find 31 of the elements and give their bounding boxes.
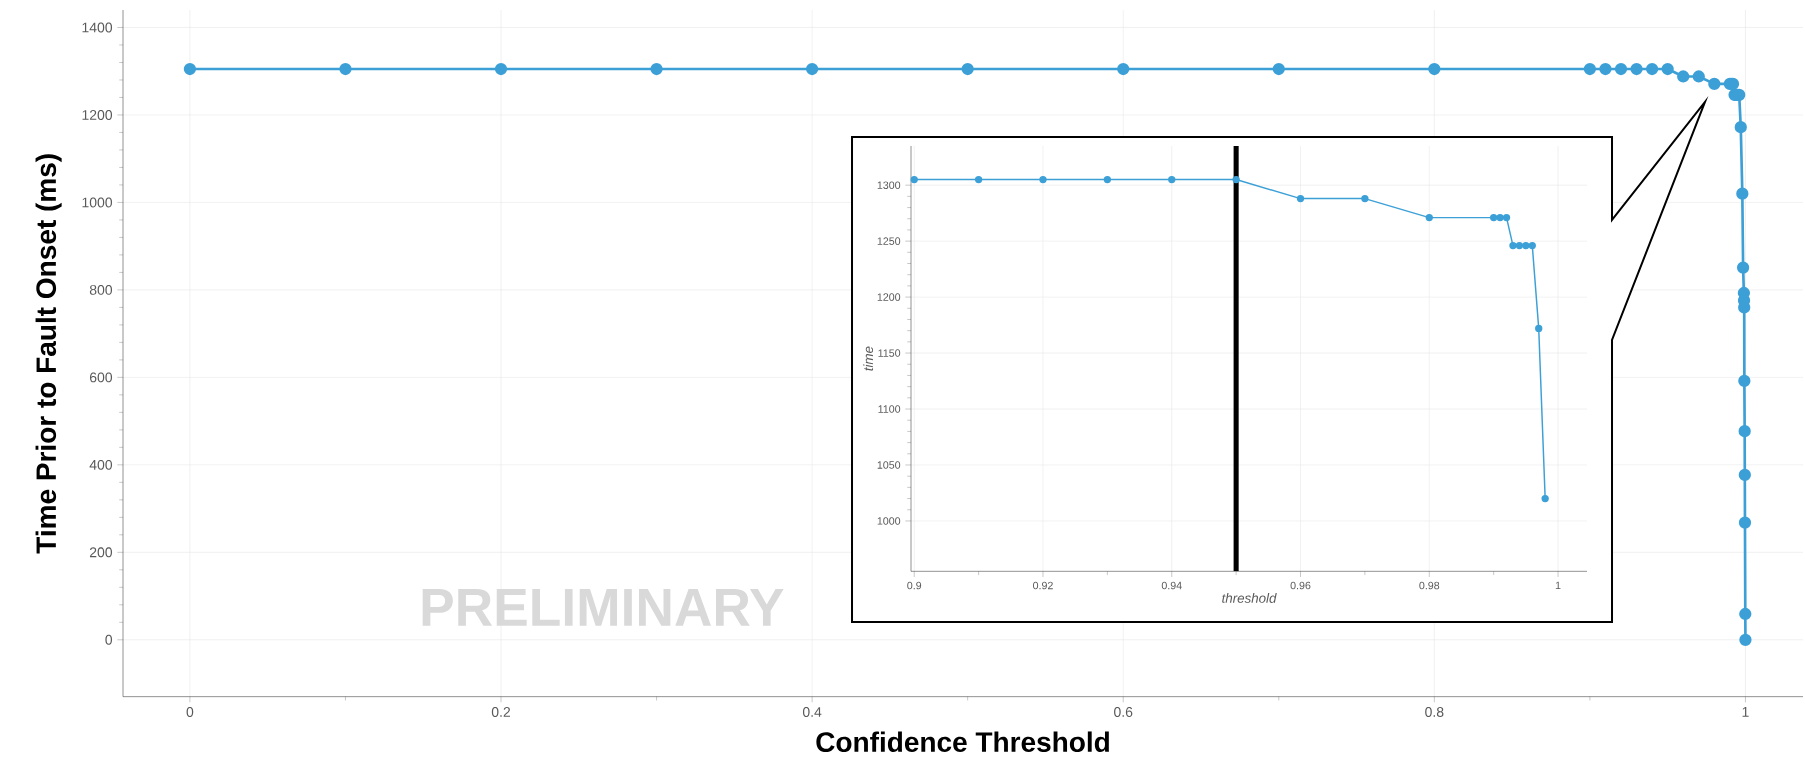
x-tick-label: 0.4 — [802, 707, 822, 717]
x-tick-label: 0.9 — [907, 581, 922, 590]
y-tick-label: 1250 — [877, 237, 901, 245]
y-tick-label: 1150 — [878, 349, 901, 357]
y-axis-title: time — [863, 346, 874, 371]
y-tick-label: 1100 — [878, 405, 901, 413]
x-tick-label: 0.2 — [491, 707, 511, 717]
y-tick-label: 1200 — [877, 293, 901, 301]
x-tick-label: 0.94 — [1161, 581, 1182, 590]
x-tick-label: 0 — [186, 707, 194, 717]
y-tick-label: 1300 — [877, 181, 901, 189]
y-tick-label: 800 — [89, 284, 113, 295]
x-tick-label: 1 — [1555, 581, 1561, 590]
y-tick-label: 0 — [105, 634, 113, 645]
x-tick-label: 1 — [1742, 707, 1749, 717]
y-axis-title: Time Prior to Fault Onset (ms) — [35, 154, 62, 554]
y-tick-label: 600 — [89, 372, 113, 383]
x-axis-title: Confidence Threshold — [816, 731, 1109, 753]
x-tick-label: 0.6 — [1114, 707, 1133, 717]
y-tick-label: 1000 — [82, 197, 113, 208]
y-tick-label: 1000 — [877, 517, 901, 525]
x-tick-label: 0.92 — [1033, 581, 1053, 590]
x-axis-title: threshold — [1222, 593, 1277, 603]
x-tick-label: 0.8 — [1425, 707, 1444, 717]
y-tick-label: 400 — [89, 459, 113, 470]
x-tick-label: 0.98 — [1419, 581, 1440, 590]
y-tick-label: 1400 — [82, 22, 113, 33]
x-tick-label: 0.96 — [1290, 581, 1311, 590]
y-tick-label: 200 — [89, 547, 113, 558]
y-tick-label: 1200 — [82, 110, 113, 120]
y-tick-label: 1050 — [877, 461, 901, 469]
